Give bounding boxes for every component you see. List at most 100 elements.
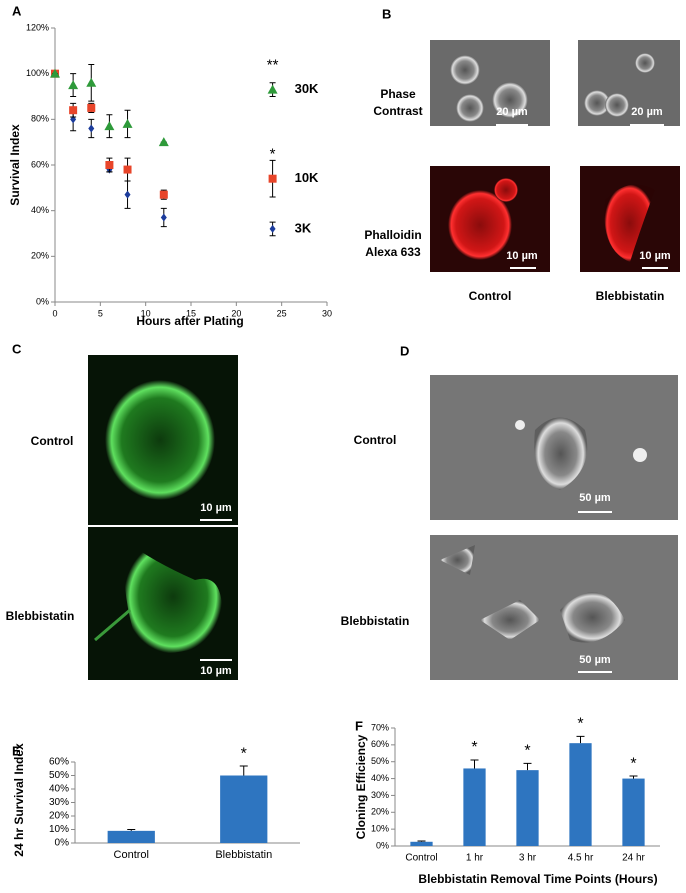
x-axis-label: Blebbistatin Removal Time Points (Hours) <box>418 872 657 886</box>
annotation: * <box>577 716 583 733</box>
row-label: Phalloidin <box>364 228 421 242</box>
marker <box>69 106 78 115</box>
marker <box>158 137 169 147</box>
panel-label: D <box>400 343 409 358</box>
marker <box>68 80 79 90</box>
series-label: 3K <box>295 220 312 235</box>
marker <box>87 103 96 112</box>
scale-bar-label: 50 µm <box>579 654 611 666</box>
y-tick-label: 50% <box>49 770 69 781</box>
x-tick-label: 0 <box>52 308 57 318</box>
x-tick-label: 25 <box>277 308 287 318</box>
marker <box>269 224 276 233</box>
micrograph <box>88 527 238 680</box>
panel-label: E <box>12 743 21 758</box>
y-tick-label: 70% <box>371 722 389 732</box>
micrograph <box>430 40 550 126</box>
x-tick-label: 4.5 hr <box>568 853 594 864</box>
micrograph <box>578 40 680 126</box>
x-tick-label: 30 <box>322 308 332 318</box>
marker <box>104 121 115 131</box>
y-tick-label: 40% <box>371 773 389 783</box>
scale-bar-label: 10 µm <box>200 502 232 514</box>
y-axis-label: 24 hr Survival Index <box>12 743 26 857</box>
micrograph <box>430 375 678 520</box>
x-tick-label: Blebbistatin <box>215 849 272 861</box>
bar <box>463 768 486 846</box>
y-tick-label: 0% <box>55 838 70 849</box>
micrograph <box>580 166 680 272</box>
error-bar <box>127 829 136 831</box>
x-tick-label: 15 <box>186 308 196 318</box>
micrograph <box>430 166 550 272</box>
y-tick-label: 120% <box>26 22 49 32</box>
micrograph <box>88 355 238 525</box>
annotation: * <box>241 745 247 762</box>
row-label: Blebbistatin <box>6 609 75 623</box>
y-tick-label: 20% <box>49 811 69 822</box>
y-tick-label: 40% <box>49 784 69 795</box>
x-tick-label: 5 <box>98 308 103 318</box>
x-axis-label: Hours after Plating <box>136 314 243 328</box>
column-label: Blebbistatin <box>596 289 665 303</box>
bar <box>516 770 539 846</box>
x-tick-label: 20 <box>231 308 241 318</box>
x-tick-label: 10 <box>141 308 151 318</box>
panel-label: B <box>382 6 391 21</box>
marker <box>159 190 168 199</box>
x-tick-label: Control <box>405 853 437 864</box>
scale-bar-label: 10 µm <box>506 250 538 262</box>
row-label: Blebbistatin <box>341 614 410 628</box>
marker <box>86 77 97 87</box>
marker <box>105 161 114 169</box>
error-bar <box>239 765 248 776</box>
bar <box>107 830 155 843</box>
annotation: * <box>630 755 636 772</box>
y-tick-label: 10% <box>49 824 69 835</box>
y-axis-label: Survival Index <box>8 124 22 206</box>
annotation: * <box>270 146 276 163</box>
row-label: Contrast <box>373 104 422 118</box>
row-label: Control <box>31 434 74 448</box>
y-tick-label: 80% <box>31 114 49 124</box>
column-label: Control <box>469 289 512 303</box>
y-tick-label: 60% <box>31 159 49 169</box>
panel-label: C <box>12 341 22 356</box>
error-bar <box>470 759 479 769</box>
panel-label: F <box>355 718 363 733</box>
annotation: * <box>471 739 477 756</box>
bar <box>569 743 592 846</box>
series-label: 10K <box>295 170 319 185</box>
y-tick-label: 60% <box>371 739 389 749</box>
scale-bar-label: 10 µm <box>200 665 232 677</box>
marker <box>122 118 133 128</box>
marker <box>123 165 132 174</box>
y-tick-label: 20% <box>371 807 389 817</box>
y-tick-label: 40% <box>31 205 49 215</box>
marker <box>160 213 167 222</box>
marker <box>50 68 60 78</box>
x-tick-label: 24 hr <box>622 853 645 864</box>
y-tick-label: 10% <box>371 824 389 834</box>
bar <box>622 778 645 846</box>
bar <box>220 775 268 843</box>
error-bar <box>629 775 638 779</box>
bar <box>410 841 433 846</box>
y-tick-label: 0% <box>36 296 49 306</box>
marker <box>267 84 278 94</box>
panel-label: A <box>12 3 22 18</box>
y-tick-label: 30% <box>371 790 389 800</box>
y-tick-label: 20% <box>31 251 49 261</box>
error-bar <box>576 735 585 744</box>
y-tick-label: 50% <box>371 756 389 766</box>
x-tick-label: Control <box>114 849 149 861</box>
y-tick-label: 30% <box>49 797 69 808</box>
scale-bar-label: 10 µm <box>639 250 671 262</box>
series-label: 30K <box>295 81 319 96</box>
y-axis-label: Cloning Efficiency <box>354 734 368 839</box>
error-bar <box>523 762 532 771</box>
y-tick-label: 60% <box>49 757 69 768</box>
marker <box>88 124 95 133</box>
annotation: * <box>524 743 530 760</box>
